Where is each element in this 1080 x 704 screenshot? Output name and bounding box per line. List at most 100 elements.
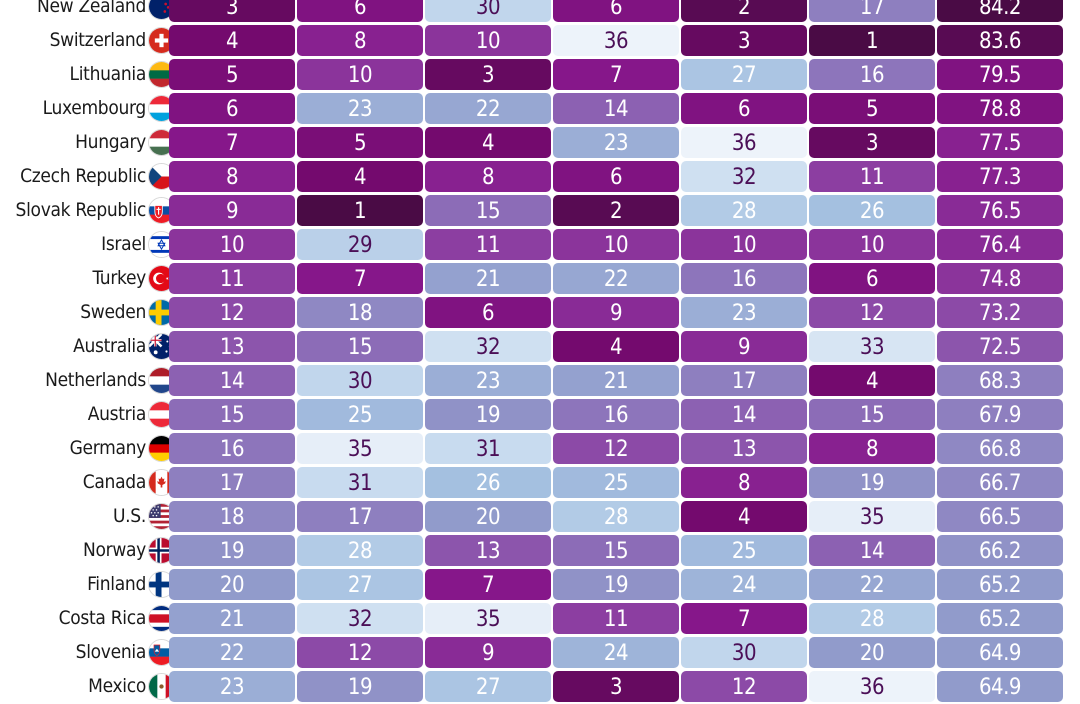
score-cell: 66.5 <box>937 501 1063 532</box>
rank-cell: 25 <box>553 467 679 498</box>
table-row: Czech Republic 8 4 8 6 32 11 77.3 <box>0 161 1080 192</box>
rank-cell: 4 <box>297 161 423 192</box>
score-cell: 77.3 <box>937 161 1063 192</box>
rank-cell: 7 <box>169 127 295 158</box>
rank-cell: 32 <box>425 331 551 362</box>
rank-cell: 33 <box>809 331 935 362</box>
rank-cell: 12 <box>681 671 807 702</box>
table-row: Hungary 7 5 4 23 36 3 77.5 <box>0 127 1080 158</box>
country-label: Austria <box>87 403 146 425</box>
rank-cell: 4 <box>681 501 807 532</box>
rank-cell: 31 <box>297 467 423 498</box>
rank-cell: 8 <box>425 161 551 192</box>
rank-cell: 22 <box>553 263 679 294</box>
rank-cell: 23 <box>425 365 551 396</box>
rank-cell: 30 <box>681 637 807 668</box>
rank-cell: 25 <box>297 399 423 430</box>
rank-cell: 16 <box>553 399 679 430</box>
rank-cell: 23 <box>553 127 679 158</box>
rank-cell: 7 <box>553 59 679 90</box>
rank-cell: 6 <box>553 0 679 22</box>
rank-cell: 22 <box>169 637 295 668</box>
rank-cell: 13 <box>169 331 295 362</box>
rank-cell: 6 <box>809 263 935 294</box>
country-label: Netherlands <box>45 369 146 391</box>
rank-cell: 12 <box>297 637 423 668</box>
rank-cell: 4 <box>809 365 935 396</box>
score-cell: 77.5 <box>937 127 1063 158</box>
rank-cell: 3 <box>553 671 679 702</box>
rank-cell: 10 <box>425 25 551 56</box>
country-label: Germany <box>69 437 146 459</box>
rank-cell: 27 <box>297 569 423 600</box>
rank-cell: 17 <box>681 365 807 396</box>
rank-cell: 9 <box>425 637 551 668</box>
rank-cell: 8 <box>169 161 295 192</box>
rank-cell: 11 <box>169 263 295 294</box>
rank-cell: 36 <box>809 671 935 702</box>
rank-cell: 1 <box>297 195 423 226</box>
rank-cell: 22 <box>809 569 935 600</box>
rank-cell: 36 <box>681 127 807 158</box>
rank-cell: 11 <box>553 603 679 634</box>
country-label: Lithuania <box>69 63 146 85</box>
score-cell: 76.5 <box>937 195 1063 226</box>
rank-cell: 13 <box>425 535 551 566</box>
rank-cell: 4 <box>553 331 679 362</box>
rank-cell: 10 <box>169 229 295 260</box>
country-label: Israel <box>101 233 146 255</box>
rank-cell: 24 <box>553 637 679 668</box>
table-row: U.S. 18 17 20 28 4 35 66.5 <box>0 501 1080 532</box>
rank-cell: 35 <box>809 501 935 532</box>
rank-cell: 18 <box>169 501 295 532</box>
country-label: Turkey <box>92 267 146 289</box>
table-row: Lithuania 5 10 3 7 27 16 79.5 <box>0 59 1080 90</box>
rank-cell: 19 <box>809 467 935 498</box>
country-label: Czech Republic <box>20 165 146 187</box>
rank-cell: 4 <box>169 25 295 56</box>
rank-cell: 6 <box>297 0 423 22</box>
rank-cell: 20 <box>425 501 551 532</box>
table-row: Netherlands 14 30 23 21 17 4 68.3 <box>0 365 1080 396</box>
country-label: New Zealand <box>36 0 146 17</box>
table-row: Turkey 11 7 21 22 16 6 74.8 <box>0 263 1080 294</box>
rank-cell: 7 <box>425 569 551 600</box>
rank-cell: 10 <box>809 229 935 260</box>
table-row: Luxembourg 6 23 22 14 6 5 78.8 <box>0 93 1080 124</box>
rank-cell: 20 <box>169 569 295 600</box>
table-row: Switzerland 4 8 10 36 3 1 83.6 <box>0 25 1080 56</box>
table-row: Austria 15 25 19 16 14 15 67.9 <box>0 399 1080 430</box>
rank-cell: 2 <box>553 195 679 226</box>
czech-republic-flag-icon <box>148 163 175 190</box>
score-cell: 83.6 <box>937 25 1063 56</box>
table-row: Norway 19 28 13 15 25 14 66.2 <box>0 535 1080 566</box>
table-row: New Zealand 3 6 30 6 2 17 84.2 <box>0 0 1080 22</box>
table-row: Israel 10 29 11 10 10 10 76.4 <box>0 229 1080 260</box>
rank-cell: 5 <box>297 127 423 158</box>
united-states-flag-icon <box>148 503 175 530</box>
country-label: Slovenia <box>75 641 146 663</box>
rank-cell: 15 <box>553 535 679 566</box>
rank-cell: 19 <box>297 671 423 702</box>
table-row: Germany 16 35 31 12 13 8 66.8 <box>0 433 1080 464</box>
rank-cell: 7 <box>297 263 423 294</box>
rank-cell: 18 <box>297 297 423 328</box>
rank-cell: 35 <box>425 603 551 634</box>
rank-cell: 3 <box>425 59 551 90</box>
rank-cell: 14 <box>809 535 935 566</box>
rank-cell: 9 <box>553 297 679 328</box>
rank-cell: 7 <box>681 603 807 634</box>
rank-cell: 21 <box>425 263 551 294</box>
country-label: Finland <box>87 573 146 595</box>
rank-cell: 14 <box>681 399 807 430</box>
rank-cell: 28 <box>681 195 807 226</box>
rank-cell: 17 <box>169 467 295 498</box>
rank-cell: 28 <box>809 603 935 634</box>
rank-cell: 14 <box>553 93 679 124</box>
rank-cell: 15 <box>169 399 295 430</box>
new-zealand-flag-icon <box>148 0 175 20</box>
germany-flag-icon <box>148 435 175 462</box>
score-cell: 73.2 <box>937 297 1063 328</box>
rank-cell: 28 <box>297 535 423 566</box>
table-row: Slovenia 22 12 9 24 30 20 64.9 <box>0 637 1080 668</box>
